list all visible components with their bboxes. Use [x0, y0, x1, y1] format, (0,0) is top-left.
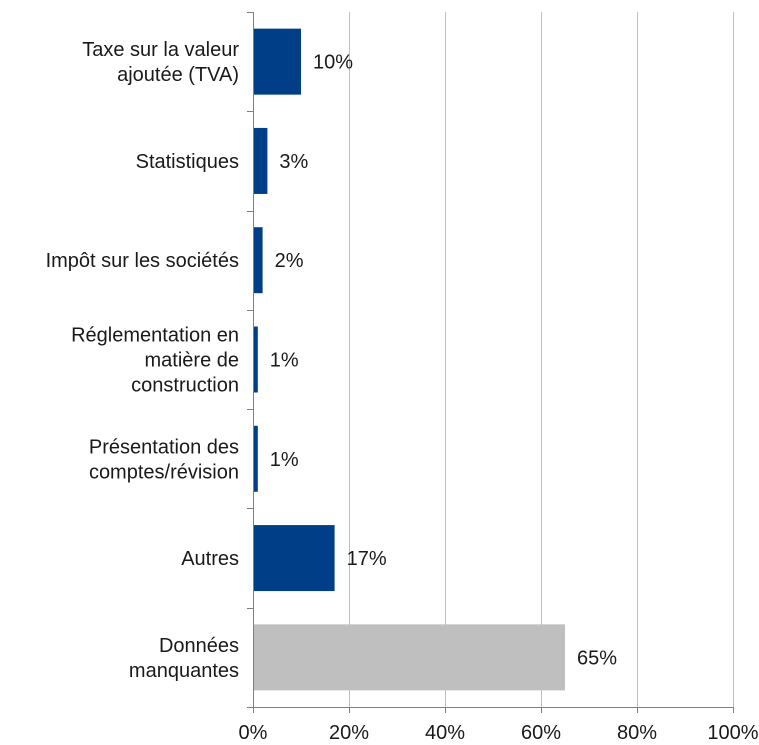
axes — [247, 12, 734, 713]
data-label-7: 65% — [577, 647, 617, 669]
category-label-7: Données manquantes — [129, 635, 239, 682]
category-label-2-line-1: Statistiques — [136, 151, 239, 173]
bar-4 — [253, 326, 258, 393]
labels: 10% 3% 2% 1% 1% 17% 65% 0% 20% 40% 60% 80% 100% Taxe … — [46, 39, 759, 744]
category-label-3-line-1: Impôt sur les sociétés — [46, 250, 239, 272]
category-label-4: Réglementation en matière de construction — [71, 325, 239, 397]
x-tick-label-1: 20% — [329, 722, 369, 744]
bar-7 — [253, 624, 565, 691]
data-label-5: 1% — [270, 449, 299, 471]
category-label-2: Statistiques — [136, 151, 239, 173]
data-label-3: 2% — [275, 250, 304, 272]
x-tick-label-2: 40% — [425, 722, 465, 744]
bars — [253, 28, 565, 691]
category-label-3: Impôt sur les sociétés — [46, 250, 239, 272]
category-label-6: Autres — [181, 548, 239, 570]
x-tick-label-5: 100% — [707, 722, 758, 744]
bar-6 — [253, 525, 335, 592]
data-label-4: 1% — [270, 350, 299, 372]
category-label-7-line-1: Données — [159, 635, 239, 657]
bar-3 — [253, 227, 263, 294]
x-tick-label-3: 60% — [521, 722, 561, 744]
category-label-4-line-3: construction — [131, 375, 239, 397]
data-label-6: 17% — [347, 548, 387, 570]
category-label-1-line-1: Taxe sur la valeur — [82, 39, 239, 61]
category-label-4-line-1: Réglementation en — [71, 325, 239, 347]
bar-5 — [253, 425, 258, 492]
bar-1 — [253, 28, 301, 95]
category-label-5-line-2: comptes/révision — [89, 461, 239, 483]
grid-lines — [349, 12, 734, 707]
category-label-4-line-2: matière de — [145, 350, 240, 372]
x-tick-label-4: 80% — [617, 722, 657, 744]
bar-2 — [253, 127, 268, 194]
data-label-2: 3% — [279, 151, 308, 173]
category-label-7-line-2: manquantes — [129, 660, 239, 682]
x-tick-label-0: 0% — [239, 722, 268, 744]
category-label-5-line-1: Présentation des — [89, 436, 239, 458]
category-label-6-line-1: Autres — [181, 548, 239, 570]
data-label-1: 10% — [313, 52, 353, 74]
category-label-1-line-2: ajoutée (TVA) — [117, 64, 239, 86]
category-label-5: Présentation des comptes/révision — [89, 436, 239, 483]
category-label-1: Taxe sur la valeur ajoutée (TVA) — [82, 39, 239, 86]
